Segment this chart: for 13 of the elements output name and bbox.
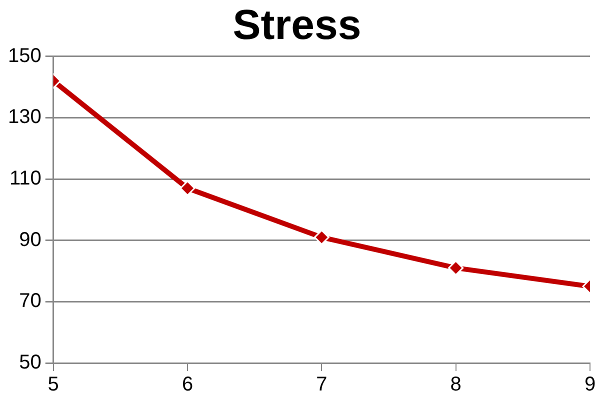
y-tick-label: 110 (9, 168, 42, 190)
x-tick-label: 5 (48, 374, 59, 396)
y-tick-label: 90 (19, 228, 42, 251)
x-tick-label: 9 (584, 374, 596, 396)
y-tick-label: 150 (8, 44, 42, 67)
x-tick-label: 6 (182, 374, 194, 396)
point (314, 230, 330, 246)
chart-title: Stress (232, 0, 362, 48)
y-tick-label: 50 (19, 352, 42, 374)
x-tick-label: 8 (450, 374, 462, 396)
y-tick-label: 70 (19, 290, 42, 312)
x-tick-label: 7 (316, 374, 328, 396)
y-tick-label: 130 (8, 106, 42, 128)
